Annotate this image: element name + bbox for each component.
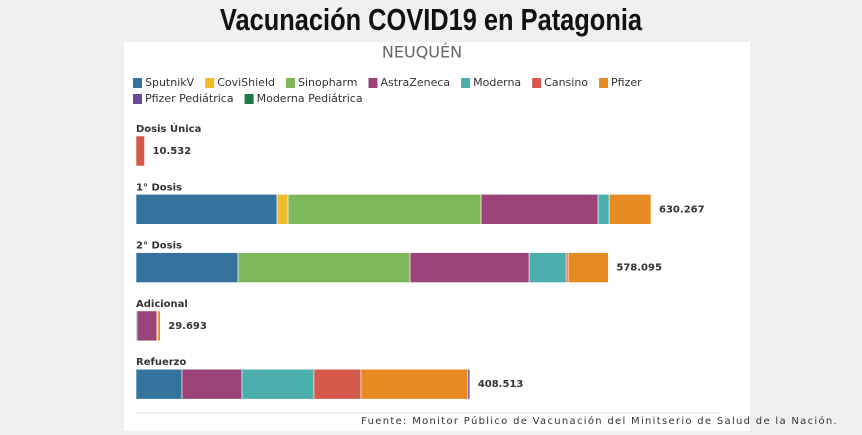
total-label: 578.095 <box>616 263 662 274</box>
bar-segment <box>480 194 599 225</box>
legend-label: AstraZeneca <box>380 76 450 89</box>
bar-segment <box>135 194 278 225</box>
bar-segment <box>135 368 183 400</box>
bar-segment <box>409 252 530 283</box>
legend-swatch <box>133 78 142 88</box>
bar-segment <box>287 194 482 225</box>
bar-segment <box>276 194 289 225</box>
legend-swatch <box>461 78 471 88</box>
legend-label: Moderna Pediátrica <box>257 92 363 105</box>
category-label: 1° Dosis <box>136 182 182 193</box>
legend-swatch <box>285 78 295 88</box>
bar-segment <box>528 252 567 283</box>
bar-segment <box>237 252 411 283</box>
bar-segment <box>360 368 469 400</box>
bar-segment <box>135 252 239 283</box>
source: Fuente: Monitor Público de Vacunación de… <box>361 415 838 427</box>
legend-label: Cansino <box>544 76 588 89</box>
total-label: 630.267 <box>659 204 705 215</box>
chart-subtitle: NEUQUÉN <box>382 43 462 62</box>
category-label: Dosis Única <box>136 122 201 135</box>
bar-segment <box>135 135 145 167</box>
legend-swatch <box>368 78 378 88</box>
total-label: 408.513 <box>478 379 524 390</box>
bar-segment <box>313 368 362 400</box>
bar-segment <box>181 368 243 400</box>
legend-label: Pfizer Pediátrica <box>145 92 234 105</box>
legend-label: Sinopharm <box>298 76 357 89</box>
bar-segment <box>567 252 609 283</box>
category-label: Adicional <box>136 299 188 310</box>
bar-segment <box>157 310 161 342</box>
bar-segment <box>608 194 652 225</box>
legend-swatch <box>244 94 254 104</box>
chart-title: Vacunación COVID19 en Patagonia <box>220 3 642 38</box>
legend-swatch <box>205 78 215 88</box>
category-label: Refuerzo <box>136 357 186 368</box>
bar-segment <box>241 368 315 400</box>
bar-segment <box>597 194 610 225</box>
bar-segment <box>467 368 471 400</box>
legend-label: CoviShield <box>217 76 275 89</box>
legend-label: Moderna <box>473 76 521 89</box>
legend-swatch <box>599 78 609 88</box>
panel <box>124 42 750 431</box>
category-label: 2° Dosis <box>136 241 182 252</box>
legend-swatch <box>133 94 142 104</box>
total-label: 10.532 <box>153 146 192 157</box>
legend-label: SputnikV <box>145 76 195 89</box>
legend-swatch <box>532 78 542 88</box>
total-label: 29.693 <box>168 321 207 332</box>
bar-segment <box>136 310 158 342</box>
legend-label: Pfizer <box>611 76 642 89</box>
